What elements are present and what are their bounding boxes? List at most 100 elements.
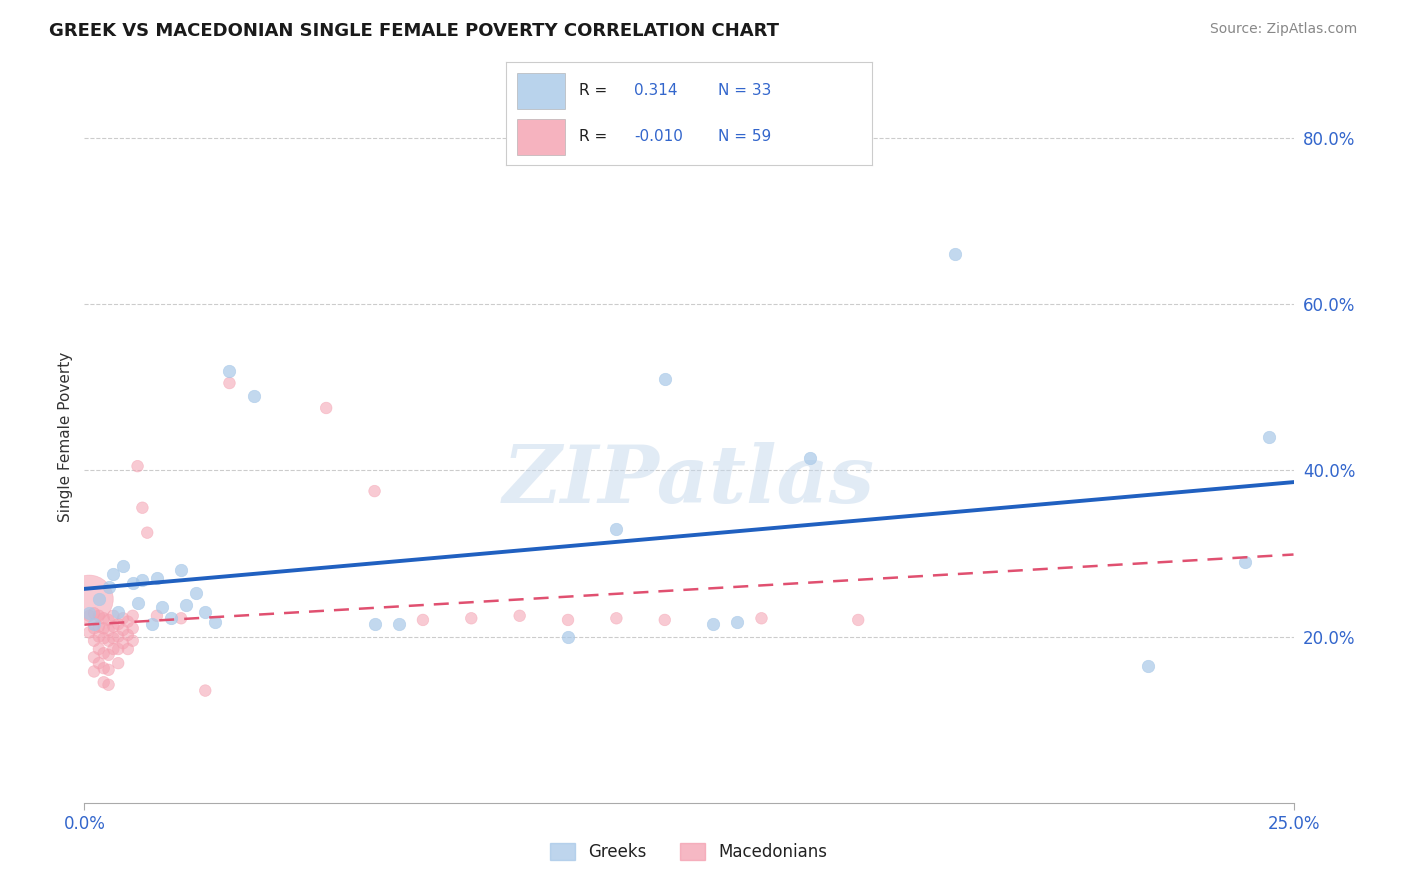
Point (97, 613, 120, 627)
Text: N = 59: N = 59 (718, 129, 772, 145)
Text: GREEK VS MACEDONIAN SINGLE FEMALE POVERTY CORRELATION CHART: GREEK VS MACEDONIAN SINGLE FEMALE POVERT… (49, 22, 779, 40)
Point (160, 611, 183, 625)
Point (107, 656, 129, 670)
Point (1258, 430, 1281, 444)
Point (242, 388, 264, 402)
Point (112, 623, 135, 637)
Point (117, 628, 139, 642)
Legend: Greeks, Macedonians: Greeks, Macedonians (544, 836, 834, 868)
Point (87, 619, 110, 633)
Point (117, 615, 139, 629)
Point (194, 683, 217, 698)
Point (112, 611, 135, 625)
Point (103, 567, 125, 582)
Point (846, 613, 869, 627)
Point (93, 621, 115, 635)
Point (141, 617, 163, 632)
Point (97, 623, 120, 637)
Point (799, 450, 821, 465)
Text: R =: R = (579, 129, 607, 145)
Text: ZIPatlas: ZIPatlas (503, 442, 875, 520)
Point (107, 630, 129, 644)
Y-axis label: Single Female Poverty: Single Female Poverty (58, 352, 73, 522)
Point (97, 663, 120, 677)
Point (121, 621, 143, 635)
Point (97, 648, 120, 662)
Point (103, 608, 125, 623)
Text: -0.010: -0.010 (634, 129, 683, 145)
Point (509, 608, 531, 623)
Point (943, 247, 966, 261)
Point (83, 665, 105, 679)
Point (170, 563, 193, 577)
Point (751, 611, 773, 625)
Point (315, 401, 337, 415)
Point (412, 613, 434, 627)
Point (184, 586, 207, 600)
Point (170, 611, 193, 625)
Point (97, 678, 120, 692)
Point (1234, 555, 1257, 569)
Text: 0.314: 0.314 (634, 83, 678, 98)
Point (107, 642, 129, 657)
Point (77, 592, 100, 607)
Point (1137, 658, 1160, 673)
Point (146, 608, 169, 623)
Text: N = 33: N = 33 (718, 83, 772, 98)
Point (654, 372, 676, 386)
Point (605, 521, 627, 535)
Point (112, 636, 135, 650)
Point (204, 615, 226, 629)
Point (557, 630, 579, 644)
Point (93, 646, 115, 660)
Point (725, 615, 748, 629)
Point (103, 619, 125, 633)
Point (127, 459, 149, 474)
Point (83, 633, 105, 648)
Point (107, 605, 129, 619)
Point (83, 621, 105, 635)
Point (93, 661, 115, 675)
Point (97, 580, 120, 594)
Point (97, 633, 120, 648)
Point (557, 613, 579, 627)
Point (77, 608, 100, 623)
Point (218, 376, 240, 390)
Point (388, 617, 411, 632)
Point (127, 596, 149, 610)
Point (605, 611, 627, 625)
Bar (517, 73, 565, 109)
Point (83, 607, 105, 621)
Point (103, 632, 125, 646)
Point (702, 617, 724, 632)
Point (83, 617, 105, 632)
Point (131, 573, 153, 587)
Point (103, 642, 125, 657)
Point (654, 613, 676, 627)
Point (136, 525, 159, 540)
Point (93, 632, 115, 646)
Point (83, 650, 105, 665)
Point (121, 608, 143, 623)
Text: Source: ZipAtlas.com: Source: ZipAtlas.com (1209, 22, 1357, 37)
Bar (517, 119, 565, 155)
Point (150, 600, 173, 615)
Point (131, 500, 153, 515)
Point (460, 611, 482, 625)
Point (77, 607, 100, 621)
Point (218, 363, 240, 377)
Point (194, 605, 217, 619)
Point (87, 656, 110, 670)
Point (87, 630, 110, 644)
Point (77, 625, 100, 640)
Point (93, 675, 115, 690)
Point (107, 617, 129, 632)
Point (363, 617, 385, 632)
Point (117, 642, 139, 657)
Point (174, 598, 197, 612)
Point (121, 633, 143, 648)
Point (146, 571, 169, 585)
Text: R =: R = (579, 83, 607, 98)
Point (87, 642, 110, 657)
Point (87, 592, 110, 607)
